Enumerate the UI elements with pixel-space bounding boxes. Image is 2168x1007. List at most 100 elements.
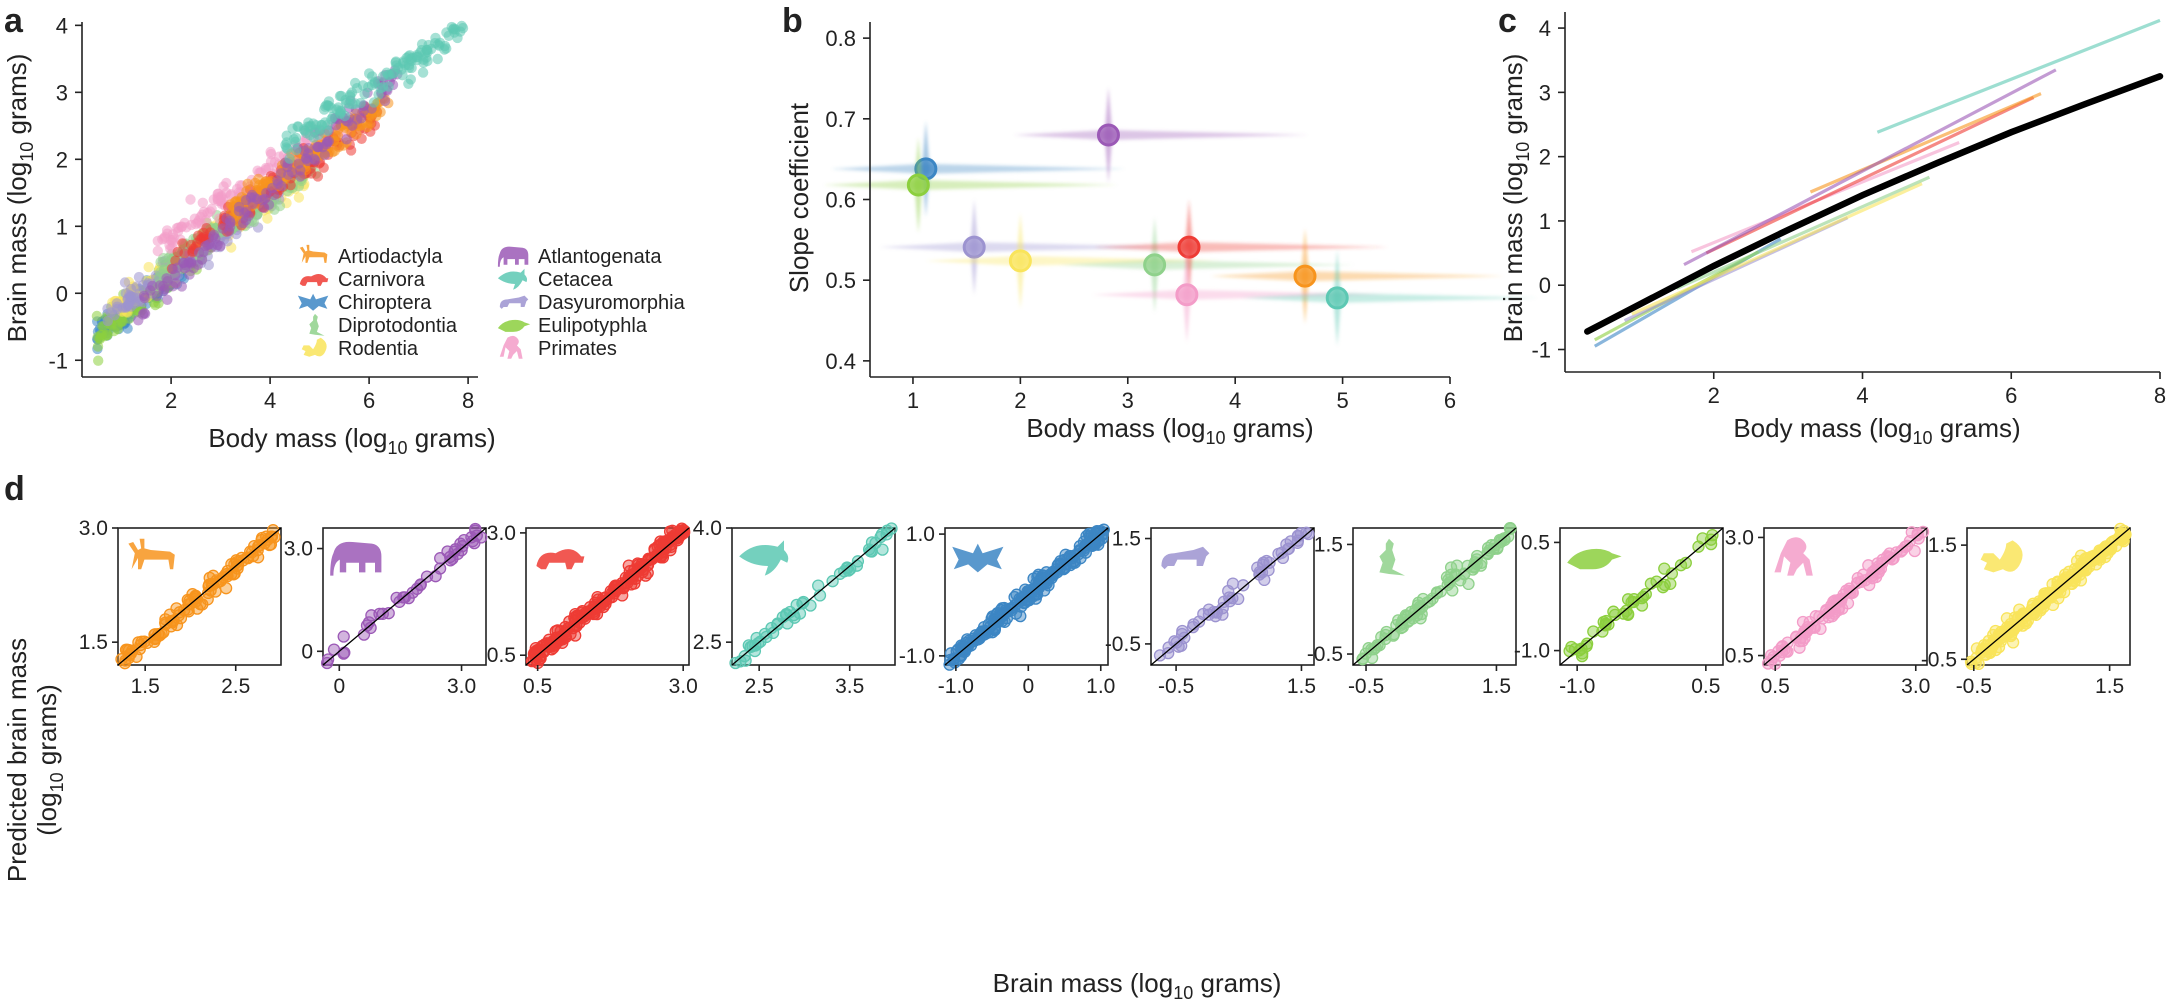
overall-fit-curve (1584, 73, 2164, 335)
datapoint-cetacea (378, 71, 389, 82)
legend-label: Dasyuromorphia (538, 292, 686, 314)
prediction-point (1176, 624, 1189, 638)
prediction-point (793, 607, 807, 620)
prediction-point (202, 586, 215, 600)
subplot-ytick-label: -0.5 (1105, 633, 1141, 656)
datapoint-cetacea (422, 55, 433, 67)
subplot-ytick-label: 1.5 (79, 631, 108, 654)
subplot-xtick-label: -0.5 (1348, 675, 1384, 698)
panel-d-predictions: 1.5 2.5 3.0 1.5 0 3.0 3.0 0 0.5 3.0 3.0 0.5 2.5 3.5 4.… (2, 517, 2132, 1003)
subplot-rodentia: -0.5 1.5 1.5 -0.5 (1921, 522, 2132, 698)
panel-b-marks (823, 86, 1538, 346)
x-uncertainty (1091, 289, 1387, 300)
prediction-point (1192, 615, 1206, 628)
panel-a-legend: ArtiodactylaCarnivoraChiropteraDiprotodo… (297, 244, 686, 360)
datapoint-carnivora (177, 238, 188, 249)
subplot-diprotodontia: -0.5 1.5 1.5 -0.5 (1307, 522, 1517, 698)
prediction-point (1862, 559, 1875, 572)
datapoint-cetacea (457, 22, 469, 34)
prediction-point (2027, 597, 2040, 610)
prediction-point (1162, 641, 1175, 654)
datapoint-cetacea (304, 129, 316, 141)
subplot-ytick-label: 1.5 (1112, 528, 1141, 551)
prediction-point (337, 630, 350, 643)
datapoint-atlantogenata (268, 189, 280, 201)
panel-a-ytick-label: 1 (56, 214, 68, 239)
datapoint-dasyuromorphia (125, 301, 137, 312)
legend-item-atlantogenata: Atlantogenata (497, 246, 662, 268)
panel-c-xtick-label: 8 (2154, 383, 2166, 408)
panel-c-axes: 2 4 6 8 -1 0 1 2 3 4 (1531, 12, 2166, 408)
subplot-xtick-label: 3.0 (1901, 675, 1930, 698)
subplot-xtick-label: 2.5 (221, 675, 250, 698)
identity-line (1966, 527, 2131, 666)
datapoint-cetacea (443, 30, 454, 41)
prediction-point (874, 530, 887, 544)
datapoint-atlantogenata (170, 269, 181, 281)
datapoint-atlantogenata (204, 238, 215, 250)
primate-icon (499, 335, 523, 359)
prediction-point (1843, 584, 1856, 598)
identity-line (525, 527, 690, 666)
datapoint-primates (152, 245, 163, 257)
prediction-point (1596, 625, 1609, 638)
prediction-point (2015, 610, 2028, 624)
datapoint-atlantogenata (303, 143, 314, 154)
datapoint-atlantogenata (137, 309, 149, 320)
clade-fit-atlantogenata (1683, 68, 2057, 267)
subplot-frame (1966, 527, 2131, 666)
datapoint-atlantogenata (196, 254, 208, 265)
clade-fit-rodentia (1631, 182, 1923, 316)
panel-b-xtick-label: 4 (1229, 388, 1241, 413)
kangaroo-icon (1379, 538, 1405, 576)
prediction-point (2065, 577, 2079, 591)
datapoint-cetacea (446, 21, 457, 33)
datapoint-primates (168, 232, 179, 243)
identity-line (731, 527, 896, 666)
datapoint-cetacea (284, 153, 295, 164)
prediction-point (121, 643, 134, 656)
datapoint-atlantogenata (379, 95, 391, 107)
datapoint-dasyuromorphia (120, 288, 131, 299)
prediction-point (1587, 625, 1600, 638)
legend-item-eulipotyphla: Eulipotyphla (497, 315, 648, 337)
shrew-icon (497, 319, 531, 332)
slope-point (906, 173, 930, 197)
subplot-ytick-label: 1.5 (1928, 534, 1957, 557)
prediction-point (365, 609, 378, 622)
legend-label: Artiodactyla (338, 246, 443, 268)
panel-b-ylabel: Slope coefficient (784, 102, 814, 293)
legend-item-carnivora: Carnivora (299, 269, 426, 291)
subplot-ytick-label: 3.0 (1725, 526, 1754, 549)
subplot-frame (1763, 527, 1928, 666)
datapoint-cetacea (336, 90, 347, 102)
prediction-point (327, 643, 341, 656)
datapoint-cetacea (396, 64, 407, 75)
subplot-ytick-label: 0.5 (1521, 531, 1550, 554)
panel-c-ytick-label: 3 (1539, 80, 1551, 105)
prediction-point (1446, 584, 1459, 597)
subplot-primates: 0.5 3.0 3.0 0.5 (1725, 525, 1930, 698)
prediction-point (1607, 605, 1620, 618)
subplot-xtick-label: 0.5 (1761, 675, 1790, 698)
prediction-point (456, 540, 469, 553)
datapoint-atlantogenata (310, 155, 321, 166)
prediction-point (812, 579, 825, 592)
prediction-point (1600, 614, 1613, 628)
prediction-point (1051, 559, 1064, 572)
panel-b-ytick-label: 0.4 (825, 349, 856, 374)
datapoint-primates (205, 206, 216, 217)
shrew-icon (1567, 548, 1622, 570)
panel-d-xlabel: Brain mass (log10 grams) (993, 968, 1282, 1003)
panel-b-xtick-label: 2 (1014, 388, 1026, 413)
prediction-point (1291, 529, 1305, 542)
subplot-frame (117, 527, 282, 666)
prediction-point (1573, 644, 1586, 657)
datapoint-cetacea (320, 101, 331, 112)
panel-a-xlabel: Body mass (log10 grams) (208, 423, 495, 458)
prediction-point (1014, 609, 1027, 623)
subplot-xtick-label: -1.0 (938, 675, 974, 698)
datapoint-cetacea (367, 71, 378, 82)
subplot-dasyuromorphia: -0.5 1.5 1.5 -0.5 (1105, 526, 1316, 698)
